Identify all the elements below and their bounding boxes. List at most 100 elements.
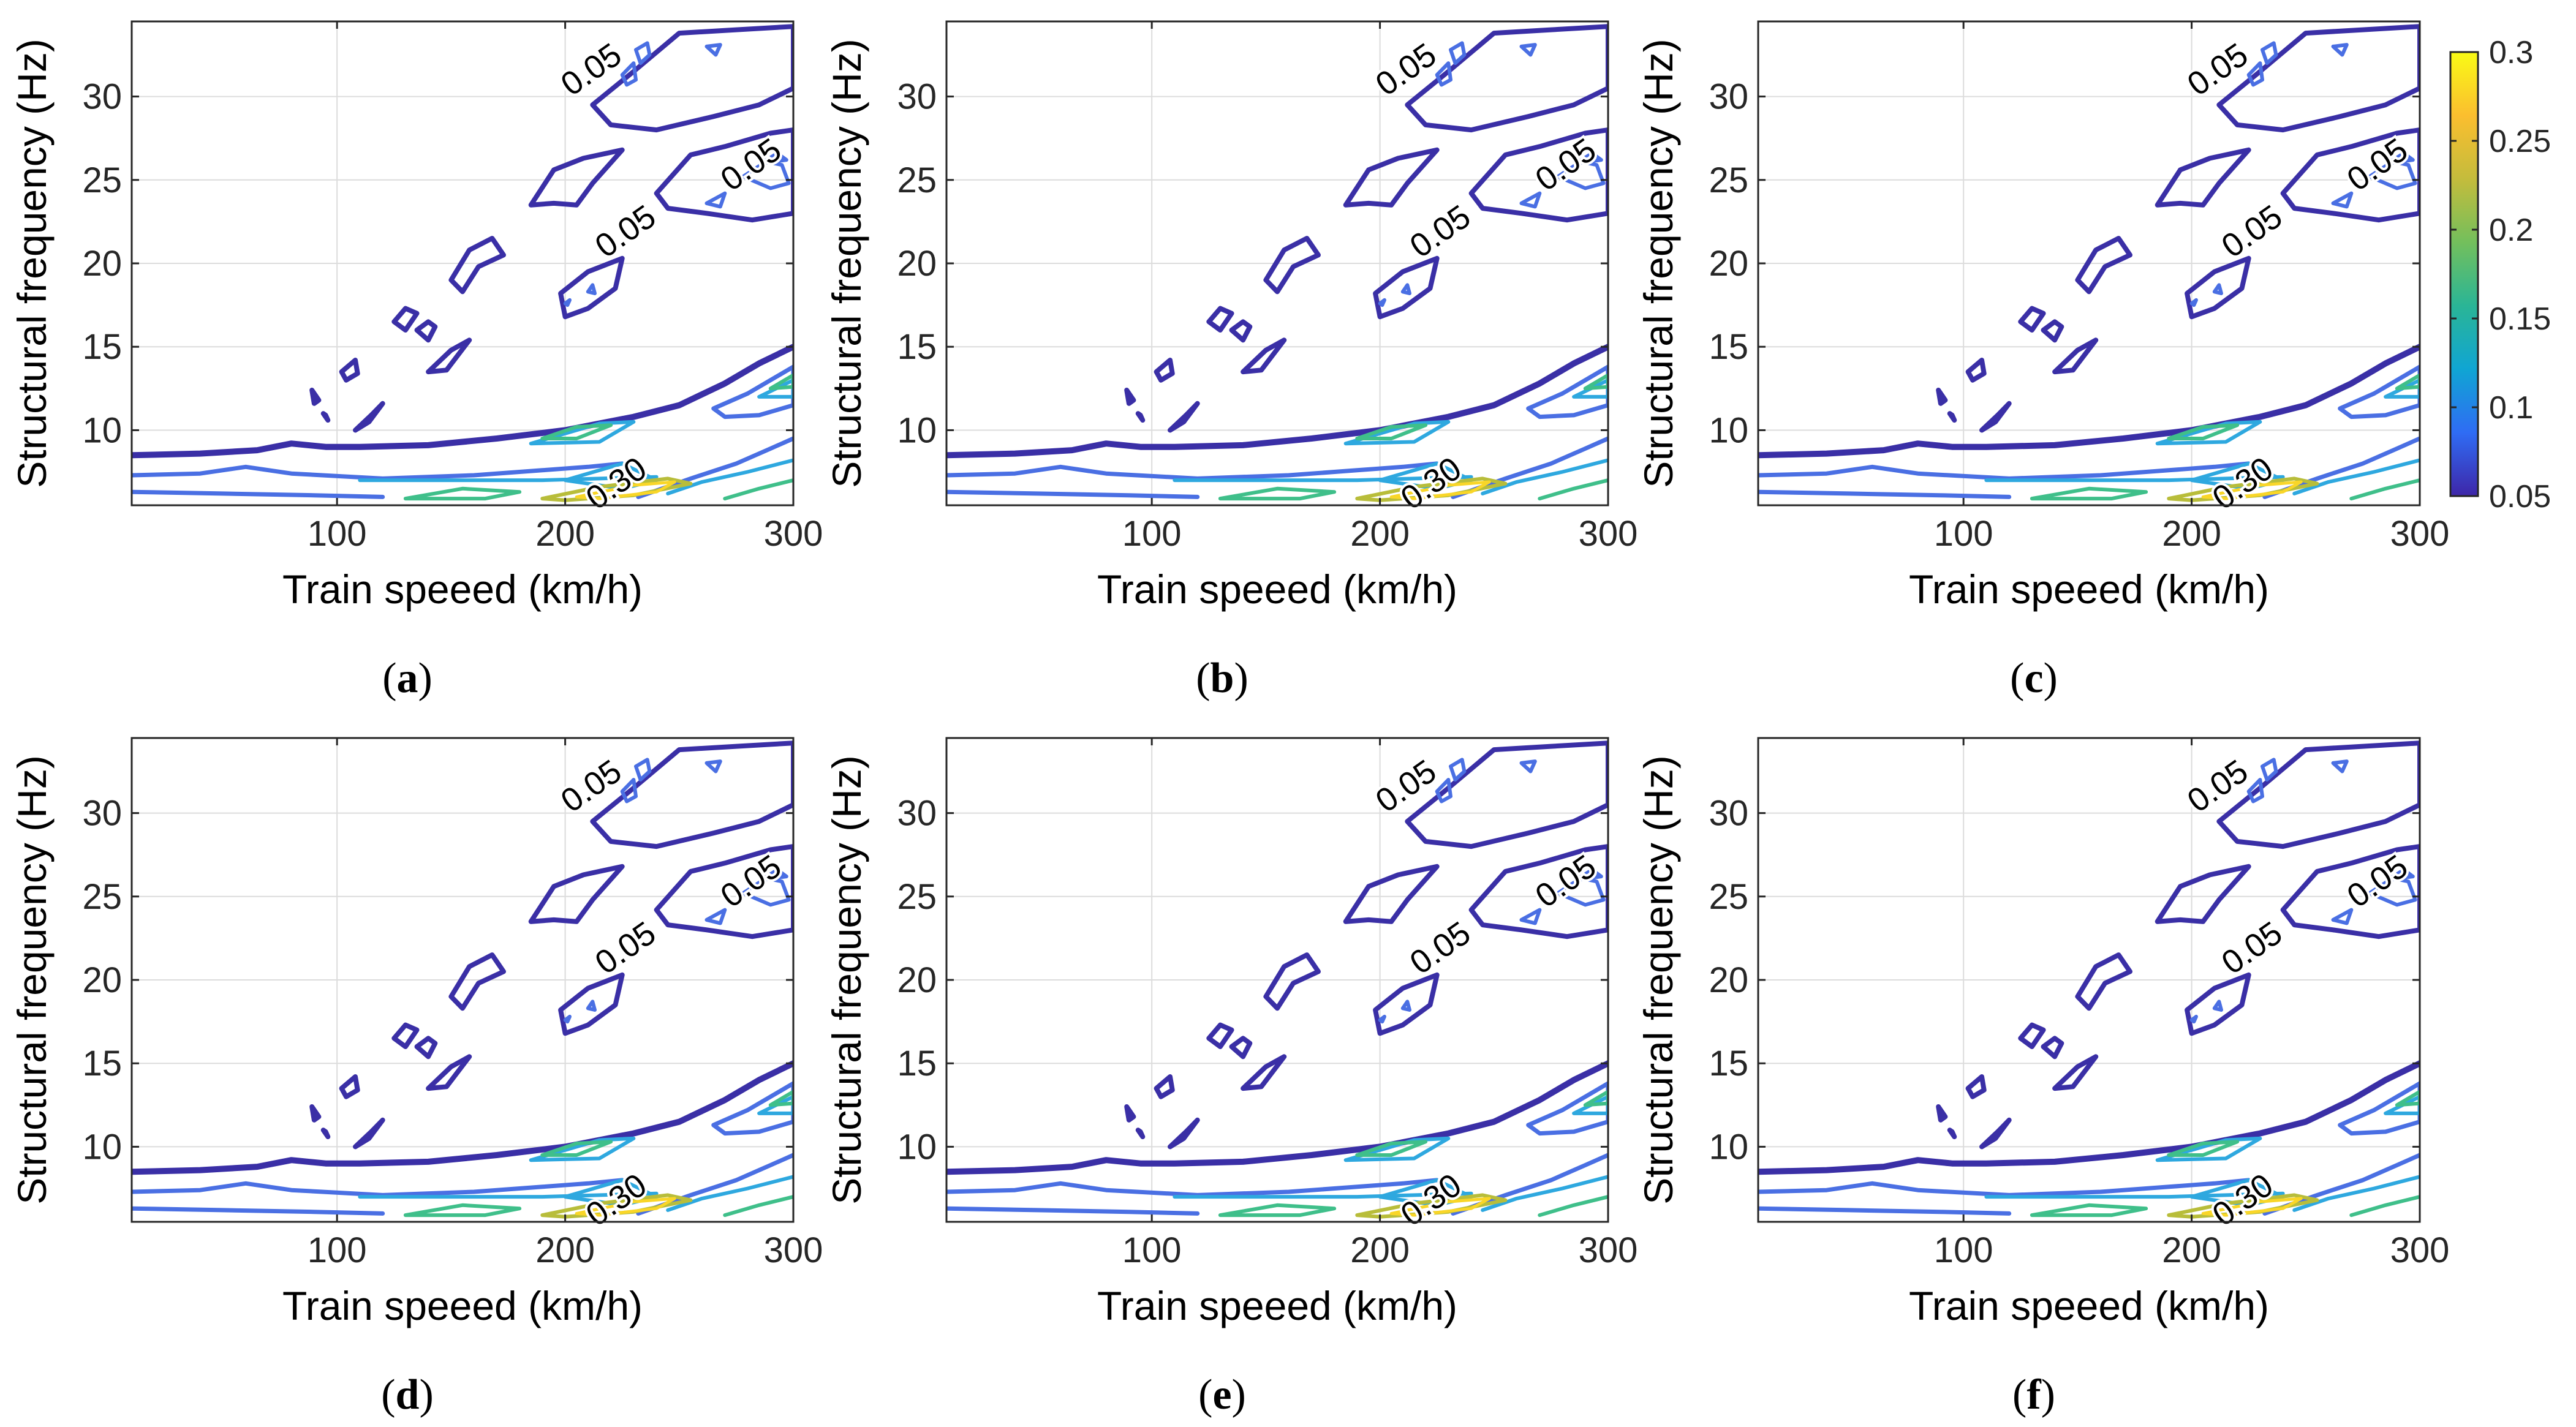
x-tick-label: 200 — [1350, 514, 1410, 554]
contour-line-0_15 — [1481, 458, 1608, 495]
contour-line-0_1 — [1758, 1178, 2251, 1197]
x-tick-label: 100 — [1122, 514, 1182, 554]
contour-line-0_05 — [2052, 337, 2099, 375]
y-tick-label: 30 — [1709, 794, 1748, 834]
contour-label: 0.30 — [580, 450, 654, 517]
y-tick-label: 30 — [897, 77, 937, 117]
colorbar-tick-label: 0.1 — [2489, 390, 2533, 426]
contour-line-0_05 — [2155, 147, 2251, 208]
contour-line-0_1 — [1449, 41, 1467, 66]
y-tick-label: 10 — [82, 410, 122, 450]
contour-line-0_2 — [403, 1203, 522, 1218]
contour-line-0_05 — [946, 344, 1608, 459]
y-tick-label: 25 — [897, 160, 937, 200]
y-tick-label: 10 — [897, 1127, 937, 1167]
contour-line-0_05 — [448, 952, 506, 1011]
contour-line-0_1 — [634, 758, 652, 782]
contour-line-0_2 — [2349, 478, 2420, 501]
contour-line-0_15 — [1984, 475, 2285, 483]
x-tick-label: 200 — [2162, 1230, 2221, 1270]
contour-line-0_2 — [768, 373, 793, 391]
contour-line-0_1 — [946, 489, 1200, 499]
contour-line-0_1 — [704, 759, 722, 774]
contour-line-0_1 — [2246, 61, 2264, 87]
contour-lines — [946, 740, 1608, 1219]
x-tick-label: 300 — [2390, 514, 2450, 554]
contour-line-0_05 — [132, 1060, 793, 1175]
y-tick-label: 10 — [82, 1127, 122, 1167]
contour-line-0_05 — [1343, 864, 1440, 924]
contour-line-0_15 — [1173, 1191, 1473, 1199]
x-tick-label: 300 — [764, 1230, 823, 1270]
y-tick-label: 20 — [82, 244, 122, 284]
contour-line-0_05 — [1241, 1054, 1287, 1091]
contour-line-0_2 — [723, 478, 793, 501]
contour-line-0_05 — [1263, 952, 1321, 1011]
contour-line-0_05 — [1965, 1074, 1987, 1099]
contour-line-0_05 — [426, 337, 472, 375]
contour-line-0_05 — [558, 255, 625, 320]
contour-line-0_05 — [2041, 1036, 2064, 1060]
contour-line-0_05 — [946, 1060, 1608, 1175]
contour-line-0_2 — [540, 1140, 613, 1157]
contour-line-0_1 — [1378, 1014, 1386, 1024]
contour-label: 0.05 — [1403, 914, 1478, 981]
contour-line-0_05 — [590, 24, 793, 133]
colorbar-tick-label: 0.05 — [2489, 479, 2551, 514]
contour-line-0_1 — [1378, 298, 1386, 307]
contour-label: 0.05 — [589, 914, 663, 981]
contour-line-0_05 — [590, 740, 793, 849]
contour-line-0_2 — [2030, 486, 2148, 501]
contour-lines — [1758, 24, 2420, 502]
contour-line-0_15 — [1173, 475, 1473, 483]
colorbar-tick-label: 0.15 — [2489, 301, 2551, 337]
contour-line-0_2 — [1355, 423, 1428, 440]
contour-line-0_15 — [2155, 420, 2262, 446]
x-tick-label: 300 — [1579, 514, 1638, 554]
contour-line-0_3 — [2201, 1197, 2303, 1217]
y-tick-label: 10 — [1709, 410, 1748, 450]
x-tick-label: 100 — [308, 514, 367, 554]
contour-line-0_05 — [1373, 255, 1440, 320]
y-tick-label: 15 — [897, 1044, 937, 1083]
x-tick-label: 200 — [2162, 514, 2221, 554]
contour-line-0_05 — [2280, 127, 2420, 223]
contour-line-0_1 — [2331, 191, 2354, 209]
contour-line-0_1 — [946, 461, 1440, 481]
y-tick-label: 15 — [82, 327, 122, 367]
contour-line-0_05 — [1124, 1104, 1136, 1123]
contour-line-0_1 — [2385, 868, 2415, 882]
contour-line-0_15 — [529, 1136, 636, 1162]
contour-line-0_05 — [528, 864, 625, 924]
contour-line-0_05 — [2280, 844, 2420, 939]
contour-line-0_05 — [2185, 255, 2251, 320]
contour-line-0_2 — [1218, 1203, 1337, 1218]
contour-line-0_1 — [1519, 43, 1537, 57]
y-tick-label: 20 — [1709, 244, 1748, 284]
contour-line-0_15 — [2292, 1175, 2420, 1212]
contour-line-0_05 — [1979, 401, 2012, 433]
contour-line-0_05 — [2041, 319, 2064, 343]
contour-line-0_05 — [1947, 411, 1957, 423]
contour-line-0_05 — [1135, 1128, 1146, 1140]
colorbar-gradient — [2449, 51, 2479, 497]
contour-line-0_1 — [2189, 1014, 2198, 1024]
contour-line-0_1 — [1519, 908, 1542, 925]
contour-line-0_05 — [1947, 1128, 1957, 1140]
contour-line-0_3 — [1389, 480, 1491, 500]
y-tick-label: 25 — [82, 877, 122, 917]
x-tick-label: 200 — [1350, 1230, 1410, 1270]
contour-line-0_15 — [1984, 1191, 2285, 1199]
x-tick-label: 100 — [1934, 514, 1993, 554]
contour-line-0_1 — [636, 436, 793, 499]
contour-line-0_05 — [1263, 236, 1321, 295]
contour-line-0_05 — [1405, 24, 1608, 133]
contour-line-0_05 — [1965, 358, 1987, 383]
y-tick-label: 25 — [1709, 160, 1748, 200]
contour-line-0_05 — [1468, 844, 1608, 939]
contour-line-0_3 — [1389, 1197, 1491, 1217]
contour-label: 0.30 — [2206, 450, 2280, 517]
